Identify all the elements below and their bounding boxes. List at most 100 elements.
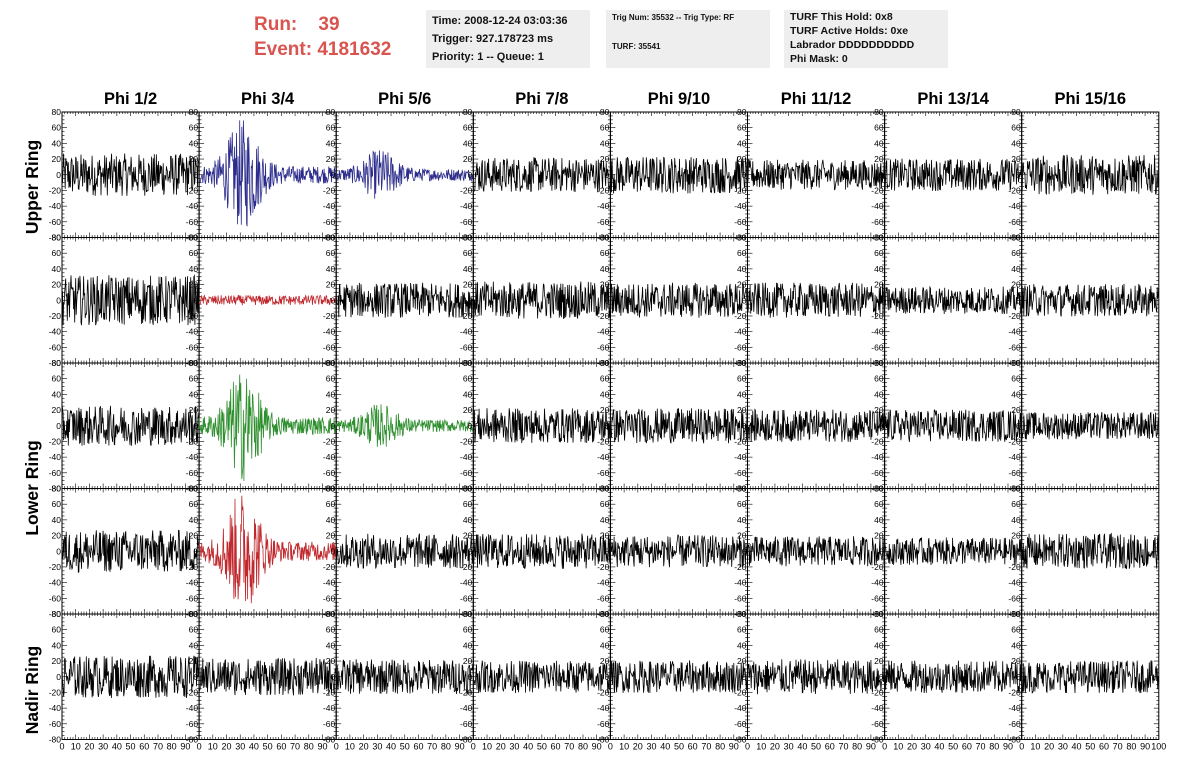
waveform-trace bbox=[610, 282, 748, 318]
y-tick-label: 60 bbox=[600, 374, 610, 384]
turf-this-hold-text: TURF This Hold: 0x8 bbox=[790, 11, 893, 23]
y-tick-label: -60 bbox=[49, 593, 62, 603]
y-tick-label: 60 bbox=[874, 374, 884, 384]
y-tick-label: -20 bbox=[734, 436, 747, 446]
waveform-trace bbox=[198, 294, 337, 306]
y-tick-label: 80 bbox=[463, 107, 473, 117]
waveform-trace bbox=[61, 153, 200, 196]
waveform-trace bbox=[335, 150, 474, 199]
y-tick-label: -20 bbox=[186, 436, 199, 446]
y-tick-label: -40 bbox=[49, 578, 62, 588]
waveform-trace bbox=[884, 285, 1023, 315]
y-tick-label: 80 bbox=[326, 233, 336, 243]
y-tick-label: -60 bbox=[460, 468, 473, 478]
y-tick-label: 60 bbox=[189, 123, 199, 133]
y-tick-label: 60 bbox=[52, 248, 62, 258]
y-tick-label: 0 bbox=[879, 421, 884, 431]
ring-label-1: Upper Ring bbox=[22, 140, 42, 234]
y-tick-label: -20 bbox=[597, 436, 610, 446]
y-tick-label: -20 bbox=[49, 436, 62, 446]
y-tick-label: -60 bbox=[734, 217, 747, 227]
y-tick-label: -20 bbox=[460, 185, 473, 195]
y-tick-label: 20 bbox=[874, 405, 884, 415]
y-tick-label: 60 bbox=[600, 248, 610, 258]
y-tick-label: 40 bbox=[600, 389, 610, 399]
y-tick-label: 20 bbox=[326, 154, 336, 164]
y-tick-label: -40 bbox=[186, 578, 199, 588]
column-header-8: Phi 15/16 bbox=[1054, 90, 1126, 108]
waveform-trace bbox=[198, 374, 337, 482]
y-tick-label: -20 bbox=[186, 185, 199, 195]
y-tick-label: 80 bbox=[189, 233, 199, 243]
y-tick-label: -40 bbox=[871, 327, 884, 337]
y-tick-label: 20 bbox=[326, 280, 336, 290]
y-tick-label: -40 bbox=[49, 327, 62, 337]
y-tick-label: -40 bbox=[323, 201, 336, 211]
y-tick-label: -60 bbox=[597, 468, 610, 478]
y-tick-label: 60 bbox=[52, 123, 62, 133]
y-tick-label: 20 bbox=[463, 280, 473, 290]
y-tick-label: 0 bbox=[1016, 170, 1021, 180]
y-tick-label: 60 bbox=[52, 374, 62, 384]
y-tick-label: -20 bbox=[597, 185, 610, 195]
y-tick-label: 40 bbox=[52, 138, 62, 148]
run-label: Run: bbox=[254, 14, 298, 35]
y-tick-label: -60 bbox=[186, 593, 199, 603]
y-tick-label: 60 bbox=[463, 123, 473, 133]
y-tick-label: 20 bbox=[189, 280, 199, 290]
waveform-trace bbox=[61, 274, 200, 326]
y-tick-label: 60 bbox=[326, 499, 336, 509]
turf-active-holds-text: TURF Active Holds: 0xe bbox=[790, 25, 909, 37]
y-tick-label: 20 bbox=[326, 531, 336, 541]
y-tick-label: -40 bbox=[460, 201, 473, 211]
y-tick-label: 20 bbox=[52, 280, 62, 290]
y-tick-label: 60 bbox=[737, 374, 747, 384]
time-text: Time: 2008-12-24 03:03:36 bbox=[432, 15, 568, 27]
y-tick-label: -60 bbox=[323, 593, 336, 603]
y-tick-label: -40 bbox=[460, 327, 473, 337]
waveform-trace bbox=[610, 408, 748, 444]
y-tick-label: 80 bbox=[52, 233, 62, 243]
y-tick-label: -20 bbox=[597, 311, 610, 321]
y-tick-label: 40 bbox=[326, 389, 336, 399]
y-tick-label: -20 bbox=[49, 185, 62, 195]
y-tick-label: 0 bbox=[56, 546, 61, 556]
y-tick-label: -60 bbox=[597, 342, 610, 352]
y-tick-label: 0 bbox=[193, 170, 198, 180]
y-tick-label: 20 bbox=[737, 405, 747, 415]
y-tick-label: 40 bbox=[874, 389, 884, 399]
y-tick-label: 20 bbox=[463, 405, 473, 415]
column-header-3: Phi 5/6 bbox=[378, 90, 431, 108]
y-tick-label: -60 bbox=[871, 342, 884, 352]
y-tick-label: -40 bbox=[734, 452, 747, 462]
y-tick-label: -60 bbox=[460, 217, 473, 227]
y-tick-label: -80 bbox=[49, 233, 62, 243]
y-tick-label: 80 bbox=[52, 358, 62, 368]
y-tick-label: 0 bbox=[330, 295, 335, 305]
y-tick-label: -60 bbox=[49, 217, 62, 227]
waveform-trace bbox=[335, 533, 474, 569]
y-tick-label: -60 bbox=[871, 468, 884, 478]
y-tick-label: -40 bbox=[186, 201, 199, 211]
turf-info-box: TURF This Hold: 0x8 TURF Active Holds: 0… bbox=[784, 10, 948, 68]
y-tick-label: 40 bbox=[600, 264, 610, 274]
y-tick-label: 20 bbox=[189, 405, 199, 415]
y-tick-label: -20 bbox=[1008, 311, 1021, 321]
waveform-trace bbox=[1021, 412, 1160, 440]
y-tick-label: -20 bbox=[323, 562, 336, 572]
y-tick-label: 20 bbox=[1011, 280, 1021, 290]
y-tick-label: 0 bbox=[56, 421, 61, 431]
y-tick-label: -60 bbox=[323, 342, 336, 352]
column-header-7: Phi 13/14 bbox=[917, 90, 989, 108]
y-tick-label: 40 bbox=[189, 138, 199, 148]
y-tick-label: 40 bbox=[1011, 389, 1021, 399]
y-tick-label: -20 bbox=[460, 436, 473, 446]
y-tick-label: 40 bbox=[326, 515, 336, 525]
y-tick-label: -40 bbox=[49, 452, 62, 462]
y-tick-label: 0 bbox=[605, 295, 610, 305]
y-tick-label: -40 bbox=[460, 452, 473, 462]
y-tick-label: -20 bbox=[186, 562, 199, 572]
y-tick-label: 60 bbox=[1011, 374, 1021, 384]
ring-label-3: Nadir Ring bbox=[22, 646, 42, 734]
y-tick-label: 0 bbox=[56, 170, 61, 180]
